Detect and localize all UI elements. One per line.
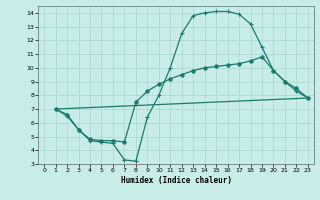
X-axis label: Humidex (Indice chaleur): Humidex (Indice chaleur) [121, 176, 231, 185]
